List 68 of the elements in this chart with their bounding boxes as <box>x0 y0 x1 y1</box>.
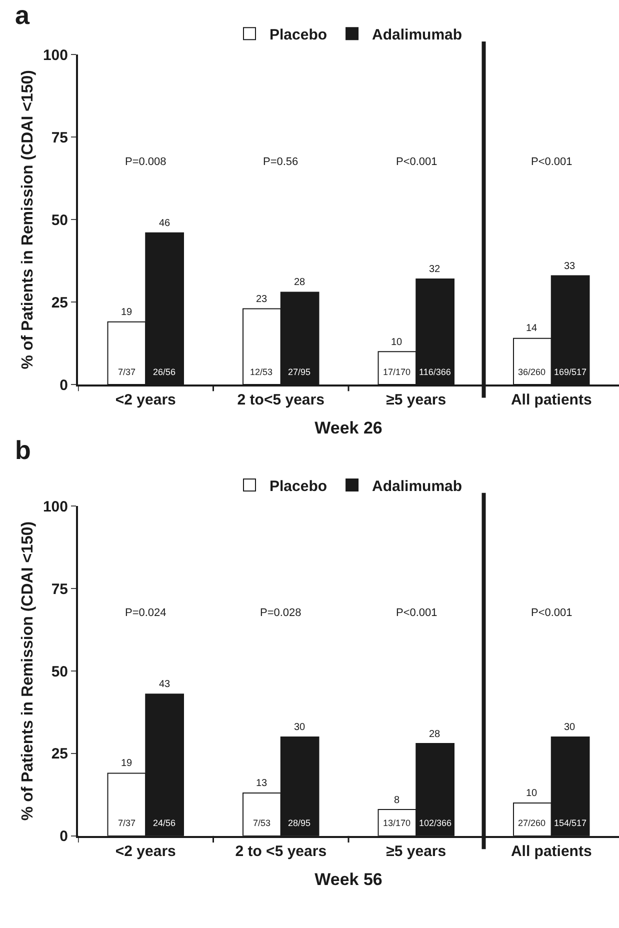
y-tick-label: 75 <box>51 580 68 598</box>
annotation: P<0.001 <box>396 607 438 619</box>
annotation: 13/170 <box>383 818 411 828</box>
annotation: 27/95 <box>288 367 311 377</box>
x-tick-label: All patients <box>510 392 592 409</box>
data-label: 10 <box>526 788 538 799</box>
annotation: P<0.001 <box>396 156 438 168</box>
annotation: 154/517 <box>554 818 587 828</box>
x-axis-title: Week 56 <box>314 870 382 889</box>
annotation: 17/170 <box>383 367 411 377</box>
data-label: 10 <box>391 337 403 348</box>
y-tick-label: 50 <box>51 663 68 680</box>
y-tick-label: 25 <box>51 746 68 763</box>
y-tick-label: 75 <box>51 129 68 146</box>
y-axis-title: % of Patients in Remission (CDAI <150) <box>19 521 36 821</box>
data-label: 30 <box>294 722 306 733</box>
annotation: P=0.56 <box>263 156 298 168</box>
annotation: P<0.001 <box>531 607 572 619</box>
data-label: 30 <box>564 722 576 733</box>
data-label: 19 <box>121 758 133 769</box>
x-axis-title: Week 26 <box>314 418 382 438</box>
data-label: 28 <box>429 729 441 740</box>
annotation: 12/53 <box>250 367 273 377</box>
y-tick-label: 0 <box>60 828 68 846</box>
annotation: 36/260 <box>518 367 546 377</box>
data-label: 8 <box>394 795 400 806</box>
data-label: 19 <box>121 307 133 318</box>
data-label: 43 <box>159 679 171 690</box>
data-label: 28 <box>294 277 306 288</box>
annotation: 7/37 <box>118 367 136 377</box>
annotation: 24/56 <box>153 818 176 828</box>
y-tick-label: 100 <box>42 498 68 516</box>
chart-title: a <box>15 0 30 30</box>
legend-label: Placebo <box>270 26 328 44</box>
y-axis-title: % of Patients in Remission (CDAI <150) <box>19 70 36 370</box>
annotation: 7/37 <box>118 818 136 828</box>
annotation: P=0.028 <box>260 607 302 619</box>
legend-label: Adalimumab <box>372 26 462 44</box>
x-tick-label: ≥5 years <box>386 392 446 409</box>
x-tick-label: <2 years <box>115 392 176 409</box>
x-tick-label: 2 to <5 years <box>235 842 327 860</box>
y-tick-label: 100 <box>42 46 68 64</box>
annotation: P<0.001 <box>531 156 572 168</box>
annotation: 27/260 <box>518 818 546 828</box>
legend-label: Adalimumab <box>372 478 462 495</box>
annotation: 116/366 <box>419 367 451 377</box>
x-tick-label: All patients <box>510 842 592 860</box>
x-tick-label: <2 years <box>115 842 176 860</box>
y-tick-label: 25 <box>51 294 68 312</box>
annotation: 28/95 <box>288 818 311 828</box>
annotation: P=0.008 <box>125 156 166 168</box>
x-tick-label: 2 to<5 years <box>237 392 324 409</box>
annotation: 102/366 <box>419 818 452 828</box>
data-label: 33 <box>564 261 576 272</box>
data-label: 23 <box>256 294 268 305</box>
y-tick-label: 50 <box>51 212 68 229</box>
data-label: 14 <box>526 323 538 334</box>
y-tick-label: 0 <box>60 376 68 394</box>
annotation: 7/53 <box>253 818 271 828</box>
legend-label: Placebo <box>270 478 328 495</box>
data-label: 46 <box>159 218 171 229</box>
annotation: 169/517 <box>554 367 587 377</box>
x-tick-label: ≥5 years <box>386 842 446 860</box>
data-label: 13 <box>256 778 268 789</box>
annotation: 26/56 <box>153 367 176 377</box>
chart-title: b <box>15 435 31 465</box>
data-label: 32 <box>429 264 441 275</box>
annotation: P=0.024 <box>125 607 166 619</box>
